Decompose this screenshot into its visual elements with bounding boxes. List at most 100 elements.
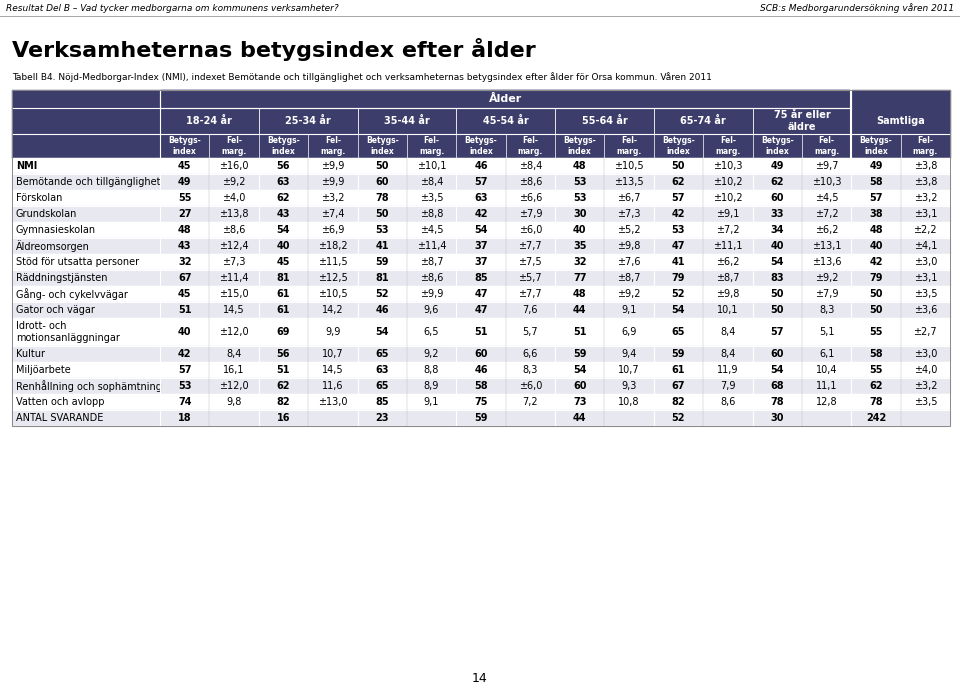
Text: 9,1: 9,1 (621, 305, 636, 315)
Text: 75 år eller
äldre: 75 år eller äldre (774, 110, 830, 132)
Text: 53: 53 (573, 177, 587, 187)
Text: 8,4: 8,4 (720, 327, 735, 337)
Text: ±3,1: ±3,1 (914, 273, 937, 283)
Text: ANTAL SVARANDE: ANTAL SVARANDE (16, 413, 104, 423)
Text: Gång- och cykelvvägar: Gång- och cykelvvägar (16, 288, 128, 300)
Text: Kultur: Kultur (16, 349, 45, 359)
Text: Tabell B4. Nöjd-Medborgar-Index (NMI), indexet Bemötande och tillgänglighet och : Tabell B4. Nöjd-Medborgar-Index (NMI), i… (12, 72, 712, 82)
Bar (12, 394, 950, 410)
Text: 61: 61 (276, 305, 290, 315)
Text: 14,5: 14,5 (322, 365, 344, 375)
Text: 42: 42 (869, 257, 882, 267)
Text: ±9,2: ±9,2 (815, 273, 838, 283)
Text: 74: 74 (178, 397, 191, 407)
Bar (12, 254, 950, 270)
Text: ±10,1: ±10,1 (417, 161, 446, 171)
Text: ±6,0: ±6,0 (518, 225, 542, 235)
Text: 55: 55 (869, 365, 882, 375)
Text: 54: 54 (771, 365, 784, 375)
Text: ±10,5: ±10,5 (614, 161, 644, 171)
Text: 53: 53 (573, 193, 587, 203)
Text: 48: 48 (573, 289, 587, 299)
Text: 6,5: 6,5 (423, 327, 440, 337)
Bar (12, 90, 950, 426)
Text: ±3,5: ±3,5 (914, 289, 937, 299)
Text: ±10,5: ±10,5 (318, 289, 348, 299)
Text: 79: 79 (672, 273, 685, 283)
Bar (12, 174, 950, 190)
Bar (12, 190, 950, 206)
Text: ±3,5: ±3,5 (914, 397, 937, 407)
Text: 45-54 år: 45-54 år (483, 116, 529, 126)
Text: 9,2: 9,2 (423, 349, 440, 359)
Text: ±8,7: ±8,7 (420, 257, 444, 267)
Text: 62: 62 (869, 381, 882, 391)
Bar (12, 90, 950, 158)
Text: ±11,5: ±11,5 (318, 257, 348, 267)
Text: 65-74 år: 65-74 år (681, 116, 726, 126)
Text: ±4,1: ±4,1 (914, 241, 937, 251)
Text: 83: 83 (770, 273, 784, 283)
Text: ±9,2: ±9,2 (223, 177, 246, 187)
Text: Betygs-
index: Betygs- index (564, 136, 596, 155)
Text: 30: 30 (771, 413, 784, 423)
Text: Betygs-
index: Betygs- index (761, 136, 794, 155)
Text: ±7,3: ±7,3 (223, 257, 246, 267)
Text: 42: 42 (178, 349, 191, 359)
Text: 14,5: 14,5 (224, 305, 245, 315)
Text: 18-24 år: 18-24 år (186, 116, 232, 126)
Text: ±8,6: ±8,6 (420, 273, 444, 283)
Text: 65: 65 (672, 327, 685, 337)
Text: ±8,4: ±8,4 (518, 161, 542, 171)
Text: 16,1: 16,1 (224, 365, 245, 375)
Text: 8,6: 8,6 (720, 397, 735, 407)
Text: 46: 46 (375, 305, 389, 315)
Text: 9,6: 9,6 (424, 305, 440, 315)
Text: ±3,0: ±3,0 (914, 349, 937, 359)
Text: 53: 53 (672, 225, 685, 235)
Text: 6,9: 6,9 (621, 327, 636, 337)
Text: Räddningstjänsten: Räddningstjänsten (16, 273, 108, 283)
Text: Bemötande och tillgänglighet: Bemötande och tillgänglighet (16, 177, 160, 187)
Text: Ålder: Ålder (489, 94, 522, 104)
Text: ±9,2: ±9,2 (617, 289, 641, 299)
Bar (12, 158, 950, 174)
Text: 10,4: 10,4 (816, 365, 837, 375)
Text: 61: 61 (276, 289, 290, 299)
Text: ±7,9: ±7,9 (815, 289, 838, 299)
Text: ±6,7: ±6,7 (617, 193, 641, 203)
Text: ±10,3: ±10,3 (812, 177, 841, 187)
Text: ±7,7: ±7,7 (518, 241, 542, 251)
Text: Förskolan: Förskolan (16, 193, 62, 203)
Text: 46: 46 (474, 365, 488, 375)
Text: 57: 57 (869, 193, 882, 203)
Text: Stöd för utsatta personer: Stöd för utsatta personer (16, 257, 139, 267)
Text: 11,9: 11,9 (717, 365, 738, 375)
Text: ±4,5: ±4,5 (815, 193, 838, 203)
Text: 60: 60 (474, 349, 488, 359)
Text: 62: 62 (771, 177, 784, 187)
Text: ±13,5: ±13,5 (614, 177, 644, 187)
Text: 40: 40 (573, 225, 587, 235)
Text: Gator och vägar: Gator och vägar (16, 305, 95, 315)
Text: 65: 65 (375, 349, 389, 359)
Text: 14: 14 (472, 672, 488, 684)
Text: ±12,5: ±12,5 (318, 273, 348, 283)
Text: Fel-
marg.: Fel- marg. (814, 136, 839, 155)
Text: 67: 67 (672, 381, 685, 391)
Text: 63: 63 (276, 177, 290, 187)
Bar (12, 318, 950, 346)
Text: 32: 32 (178, 257, 191, 267)
Text: 23: 23 (375, 413, 389, 423)
Bar (12, 302, 950, 318)
Text: SCB:s Medborgarundersökning våren 2011: SCB:s Medborgarundersökning våren 2011 (760, 3, 954, 13)
Text: 54: 54 (375, 327, 389, 337)
Text: ±4,5: ±4,5 (420, 225, 444, 235)
Text: ±18,2: ±18,2 (318, 241, 348, 251)
Text: Betygs-
index: Betygs- index (267, 136, 300, 155)
Text: 77: 77 (573, 273, 587, 283)
Text: 45: 45 (178, 161, 191, 171)
Text: 59: 59 (672, 349, 685, 359)
Text: 55: 55 (869, 327, 882, 337)
Text: 10,1: 10,1 (717, 305, 738, 315)
